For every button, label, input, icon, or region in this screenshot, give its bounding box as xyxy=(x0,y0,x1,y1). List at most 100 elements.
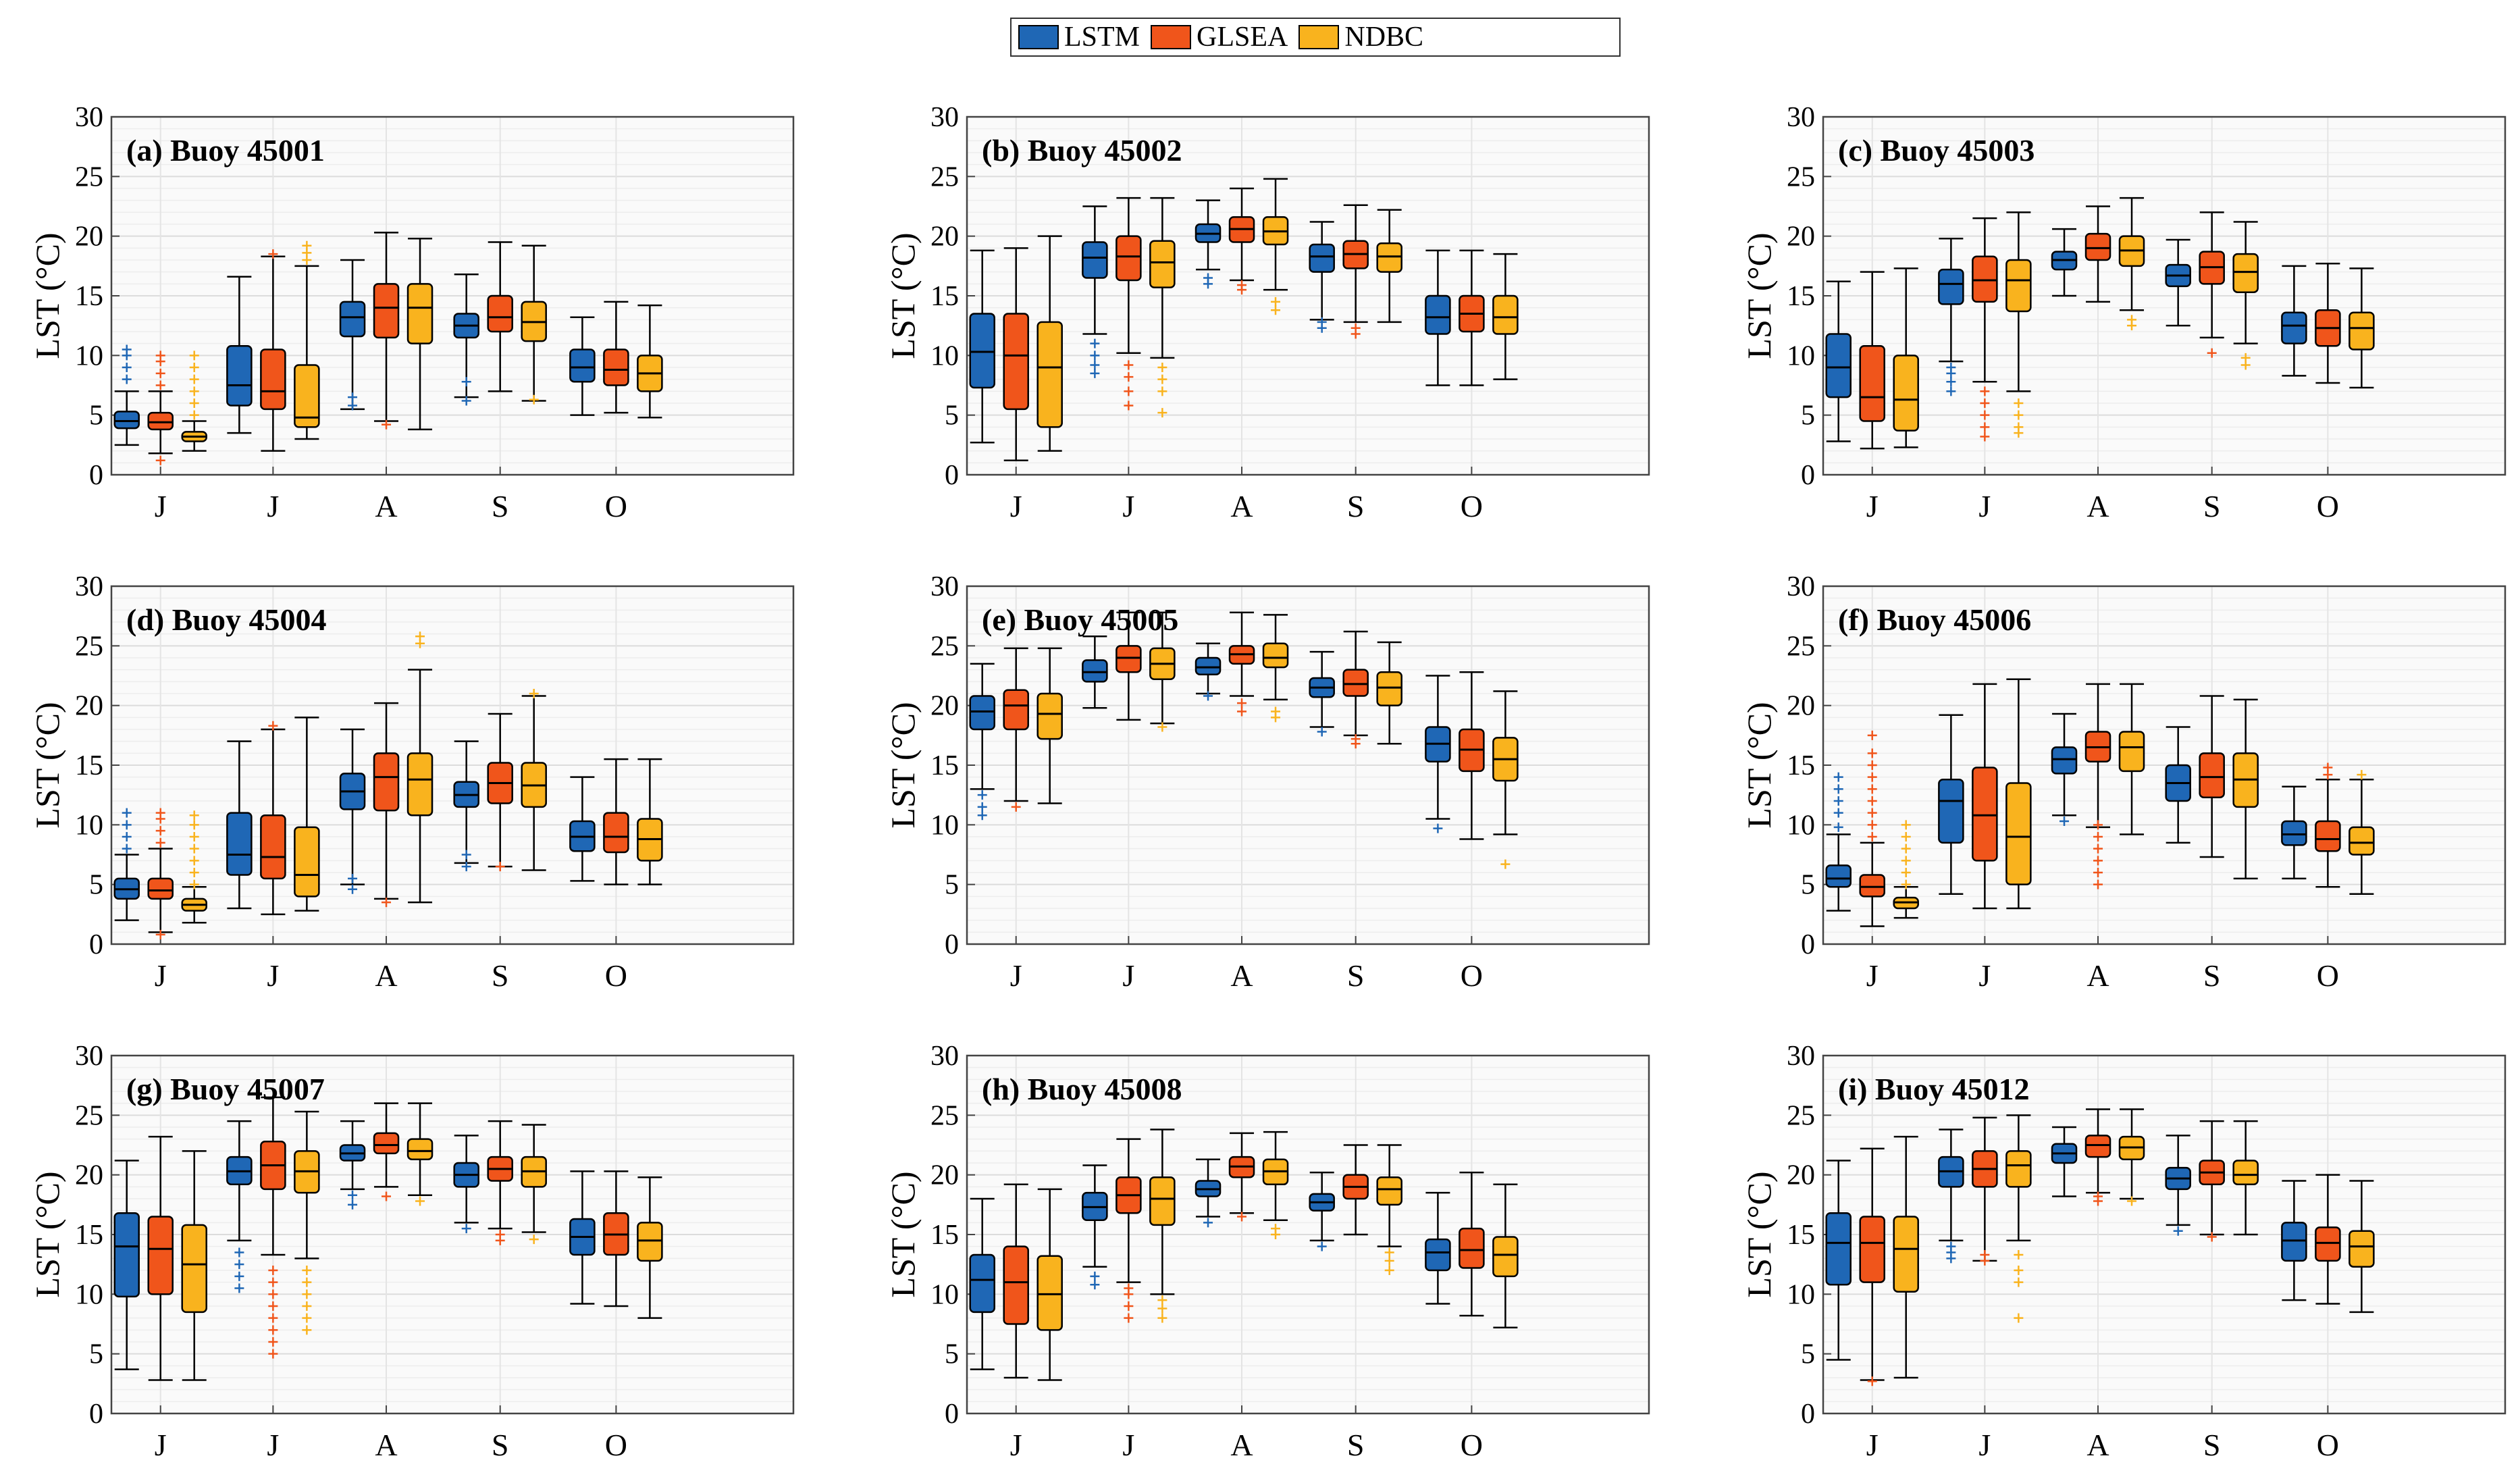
y-tick-label: 15 xyxy=(1787,1220,1815,1251)
panel-9: 0 5 10 15 20 25 30 LST (°C) J J A S O (i) Buoy 45012 xyxy=(1740,1041,2506,1462)
y-tick-label: 10 xyxy=(1787,810,1815,841)
box-ndbc xyxy=(2005,1114,2032,1323)
y-tick-label: 10 xyxy=(75,340,103,371)
outlier-marker xyxy=(2014,422,2024,432)
y-tick-label: 20 xyxy=(75,691,103,722)
outlier-marker xyxy=(1901,844,1911,854)
iqr-box xyxy=(373,1132,400,1155)
y-tick-label: 30 xyxy=(930,571,959,602)
outlier-marker xyxy=(2093,868,2103,877)
x-tick-label: J xyxy=(267,489,279,523)
box-glsea xyxy=(260,1096,286,1359)
box-ndbc xyxy=(2118,197,2145,331)
iqr-box xyxy=(603,812,629,854)
y-tick-label: 20 xyxy=(1787,222,1815,253)
box-lstm xyxy=(226,276,253,434)
iqr-box xyxy=(1036,321,1063,428)
iqr-box xyxy=(2199,752,2225,798)
box-ndbc xyxy=(1376,209,1402,323)
iqr-box xyxy=(1262,642,1289,669)
box-ndbc xyxy=(2005,211,2032,438)
outlier-marker xyxy=(155,455,165,465)
x-tick-label: J xyxy=(1978,958,1991,993)
legend-item-ndbc[interactable]: NDBC xyxy=(1298,21,1423,53)
outlier-marker xyxy=(382,419,392,430)
x-tick-label: S xyxy=(1347,1428,1365,1462)
x-tick-label: O xyxy=(605,958,627,993)
y-tick-label: 5 xyxy=(1801,1339,1815,1370)
box-glsea xyxy=(1003,1183,1029,1379)
iqr-box xyxy=(1115,645,1142,673)
iqr-box xyxy=(1425,294,1451,335)
outlier-marker xyxy=(1867,784,1877,794)
iqr-box xyxy=(406,283,434,344)
outlier-marker xyxy=(1946,1241,1956,1251)
box-ndbc xyxy=(1492,1183,1519,1329)
outlier-marker xyxy=(1867,760,1877,770)
outlier-marker xyxy=(1980,410,1990,420)
y-tick-label: 30 xyxy=(930,102,959,133)
y-axis-label: LST (°C) xyxy=(28,702,66,828)
x-tick-label: S xyxy=(492,489,509,523)
box-ndbc xyxy=(181,810,207,924)
y-tick-label: 5 xyxy=(945,1339,959,1370)
box-glsea xyxy=(260,249,286,452)
box-glsea xyxy=(147,808,174,939)
x-tick-label: S xyxy=(2203,958,2221,993)
iqr-box xyxy=(2232,253,2259,293)
x-tick-label: S xyxy=(492,1428,509,1462)
outlier-marker xyxy=(1500,859,1511,869)
box-glsea xyxy=(603,301,629,414)
box-lstm xyxy=(113,1160,140,1370)
y-tick-label: 25 xyxy=(1787,1100,1815,1131)
iqr-box xyxy=(147,877,174,900)
iqr-box xyxy=(294,364,320,428)
outlier-marker xyxy=(1350,734,1361,744)
outlier-marker xyxy=(2207,1232,2217,1242)
outlier-marker xyxy=(348,1190,358,1200)
outlier-marker xyxy=(1901,868,1911,877)
box-ndbc xyxy=(1893,820,1919,919)
outlier-marker xyxy=(2093,879,2103,889)
y-tick-label: 10 xyxy=(930,340,959,371)
box-ndbc xyxy=(2348,267,2375,389)
box-lstm xyxy=(2281,265,2307,377)
iqr-box xyxy=(1859,344,1885,422)
legend-item-lstm[interactable]: LSTM xyxy=(1018,21,1140,53)
x-tick-label: A xyxy=(1230,489,1253,523)
box-lstm xyxy=(2165,238,2191,327)
outlier-marker xyxy=(348,884,358,894)
box-lstm xyxy=(113,344,140,446)
outlier-marker xyxy=(302,1325,312,1335)
box-ndbc xyxy=(2348,770,2375,896)
legend-swatch-ndbc xyxy=(1298,25,1340,49)
panel-2: 0 5 10 15 20 25 30 LST (°C) J J A S O (b) Buoy 45002 xyxy=(884,102,1650,523)
y-tick-label: 10 xyxy=(75,1279,103,1310)
box-ndbc xyxy=(1893,267,1919,448)
outlier-marker xyxy=(1867,832,1877,841)
box-ndbc xyxy=(1376,641,1402,745)
y-tick-label: 15 xyxy=(1787,281,1815,312)
y-tick-label: 30 xyxy=(930,1041,959,1072)
box-ndbc xyxy=(406,631,434,904)
iqr-box xyxy=(113,411,140,430)
iqr-box xyxy=(1376,671,1402,706)
panel-3: 0 5 10 15 20 25 30 LST (°C) J J A S O (c) Buoy 45003 xyxy=(1740,102,2506,523)
box-ndbc xyxy=(2348,1180,2375,1314)
box-lstm xyxy=(969,249,995,444)
x-tick-label: O xyxy=(605,489,627,523)
y-tick-label: 25 xyxy=(75,631,103,662)
outlier-marker xyxy=(1090,1280,1100,1290)
outlier-marker xyxy=(155,826,165,836)
iqr-box xyxy=(339,301,366,338)
outlier-marker xyxy=(268,1349,278,1359)
box-glsea xyxy=(603,1170,629,1307)
y-tick-label: 25 xyxy=(75,161,103,192)
box-lstm xyxy=(2281,785,2307,880)
legend-item-glsea[interactable]: GLSEA xyxy=(1151,21,1288,53)
outlier-marker xyxy=(1237,280,1247,290)
outlier-marker xyxy=(977,810,987,821)
x-tick-label: O xyxy=(2317,1428,2339,1462)
outlier-marker xyxy=(1237,706,1247,717)
box-lstm xyxy=(1309,1171,1335,1251)
